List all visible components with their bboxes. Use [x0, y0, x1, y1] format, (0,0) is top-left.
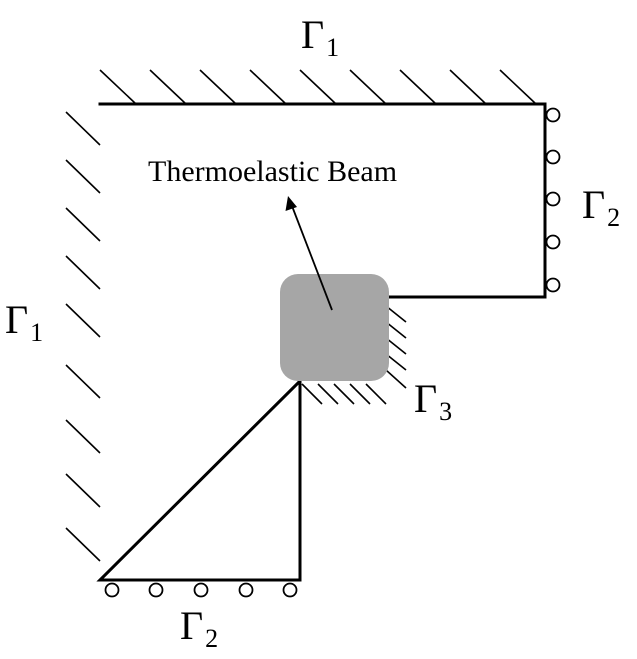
right-roller-supports — [547, 109, 560, 292]
gamma1-left-label: Γ1 — [5, 297, 43, 347]
gamma3-inner-label: Γ3 — [414, 376, 452, 426]
gamma2-right-label: Γ2 — [582, 182, 620, 232]
gamma1-top-label: Γ1 — [301, 12, 339, 62]
bottom-roller-supports — [106, 584, 297, 597]
left-fixed-support-hatching — [66, 112, 100, 561]
top-fixed-support-hatching — [100, 70, 536, 104]
gamma2-bottom-label: Γ2 — [180, 603, 218, 653]
beam-label: Thermoelastic Beam — [148, 155, 397, 188]
thermoelastic-beam-block — [280, 274, 389, 381]
